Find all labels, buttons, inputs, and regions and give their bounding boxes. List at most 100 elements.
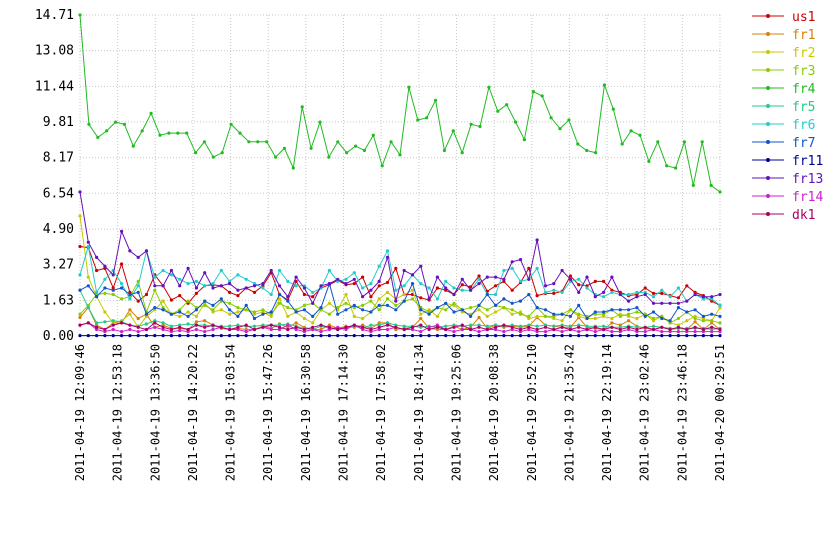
data-point: [560, 334, 564, 338]
data-point: [452, 323, 456, 327]
data-point: [535, 334, 539, 338]
data-point: [552, 312, 556, 316]
data-point: [477, 315, 481, 320]
data-point: [327, 301, 331, 305]
data-point: [336, 277, 340, 281]
data-point: [494, 310, 498, 314]
data-point: [122, 122, 126, 126]
data-point: [86, 275, 90, 279]
data-point: [385, 255, 390, 259]
data-point: [111, 327, 115, 332]
data-point: [186, 299, 190, 303]
data-point: [236, 334, 240, 338]
data-point: [444, 334, 448, 338]
legend-entry-fr2: fr2: [752, 46, 815, 61]
data-point: [627, 319, 631, 323]
x-tick-label: 2011-04-19 17:58:02: [374, 344, 388, 481]
data-point: [560, 330, 564, 334]
data-point: [252, 284, 257, 288]
data-point: [149, 111, 153, 115]
data-point: [402, 327, 406, 332]
data-point: [435, 306, 439, 310]
data-point: [302, 327, 306, 332]
data-point: [377, 321, 381, 325]
data-point: [444, 327, 448, 332]
data-point: [577, 290, 581, 294]
data-point: [635, 316, 639, 321]
data-point: [144, 322, 149, 326]
data-point: [518, 334, 523, 338]
data-point: [635, 306, 639, 310]
data-point: [419, 312, 423, 316]
data-point: [510, 323, 514, 327]
legend-marker: [766, 104, 770, 108]
data-point: [244, 308, 248, 312]
data-point: [602, 310, 606, 314]
data-point: [319, 330, 323, 334]
data-point: [435, 334, 439, 338]
legend-entry-fr14: fr14: [752, 190, 823, 205]
data-point: [394, 308, 398, 312]
data-point: [128, 292, 132, 297]
data-point: [527, 327, 531, 332]
data-point: [718, 306, 722, 310]
data-point: [701, 297, 706, 301]
data-point: [111, 334, 115, 338]
data-point: [261, 325, 265, 329]
data-point: [419, 316, 423, 321]
data-point: [660, 330, 664, 334]
data-point: [527, 325, 531, 329]
data-point: [294, 334, 298, 338]
data-point: [236, 273, 240, 277]
data-point: [236, 294, 240, 298]
data-point: [668, 334, 672, 338]
data-point: [469, 306, 473, 310]
data-point: [153, 275, 157, 279]
legend-marker: [766, 212, 770, 216]
data-point: [535, 294, 539, 298]
legend-marker: [766, 176, 770, 180]
data-point: [252, 312, 257, 316]
data-point: [319, 334, 323, 338]
series-line-fr2: [79, 215, 721, 329]
data-point: [203, 284, 207, 288]
data-point: [120, 262, 124, 266]
data-point: [402, 268, 406, 273]
data-point: [78, 13, 82, 17]
data-point: [394, 303, 398, 307]
data-point: [394, 323, 398, 327]
data-point: [236, 306, 240, 310]
data-point: [627, 327, 631, 332]
data-point: [452, 334, 456, 338]
data-point: [510, 327, 514, 332]
data-point: [577, 334, 581, 338]
data-point: [385, 303, 390, 307]
data-point: [111, 321, 115, 325]
data-point: [444, 288, 448, 292]
data-point: [236, 314, 240, 318]
data-point: [543, 314, 548, 318]
data-point: [120, 334, 124, 338]
data-point: [510, 260, 514, 264]
data-point: [203, 330, 207, 334]
data-point: [103, 277, 107, 281]
data-point: [693, 316, 697, 321]
x-axis-ticks: 2011-04-19 12:09:46 2011-04-19 12:53:18 20…: [73, 344, 727, 481]
data-point: [477, 274, 481, 278]
data-point: [560, 323, 564, 327]
data-point: [460, 327, 464, 332]
data-point: [352, 323, 356, 327]
data-point: [643, 314, 647, 318]
data-point: [452, 310, 456, 314]
data-point: [319, 284, 323, 288]
data-point: [211, 310, 215, 314]
data-point: [371, 133, 375, 137]
data-point: [643, 292, 647, 297]
data-point: [261, 334, 265, 338]
data-point: [238, 131, 242, 135]
data-point: [651, 310, 656, 314]
data-point: [194, 320, 198, 324]
data-point: [114, 120, 118, 124]
data-point: [178, 284, 182, 288]
data-point: [502, 277, 506, 281]
